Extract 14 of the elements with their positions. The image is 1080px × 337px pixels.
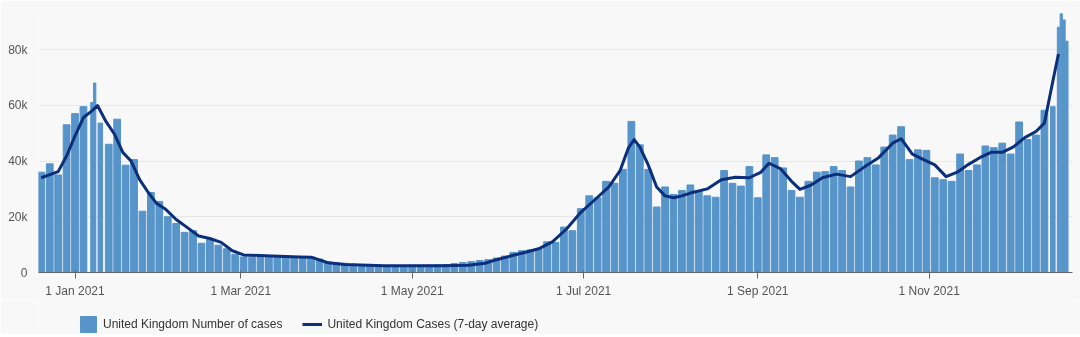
x-tick-label: 1 Jul 2021 (555, 283, 612, 298)
x-tick-label: 1 May 2021 (380, 283, 444, 298)
line-series (39, 52, 1060, 268)
y-tick-label: 60k (8, 98, 29, 113)
y-tick-label: 40k (8, 154, 29, 169)
y-tick-label: 80k (8, 42, 29, 57)
x-tick-label: 1 Jan 2021 (45, 283, 106, 298)
x-tick-label: 1 Nov 2021 (898, 283, 961, 298)
y-tick-label: 20k (8, 209, 29, 224)
legend-label: United Kingdom Cases (7-day average) (327, 317, 539, 331)
y-tick-label: 0 (20, 265, 28, 280)
x-tick-label: 1 Sep 2021 (727, 283, 789, 298)
legend-label: United Kingdom Number of cases (103, 317, 283, 331)
x-tick-label: 1 Mar 2021 (210, 283, 272, 298)
